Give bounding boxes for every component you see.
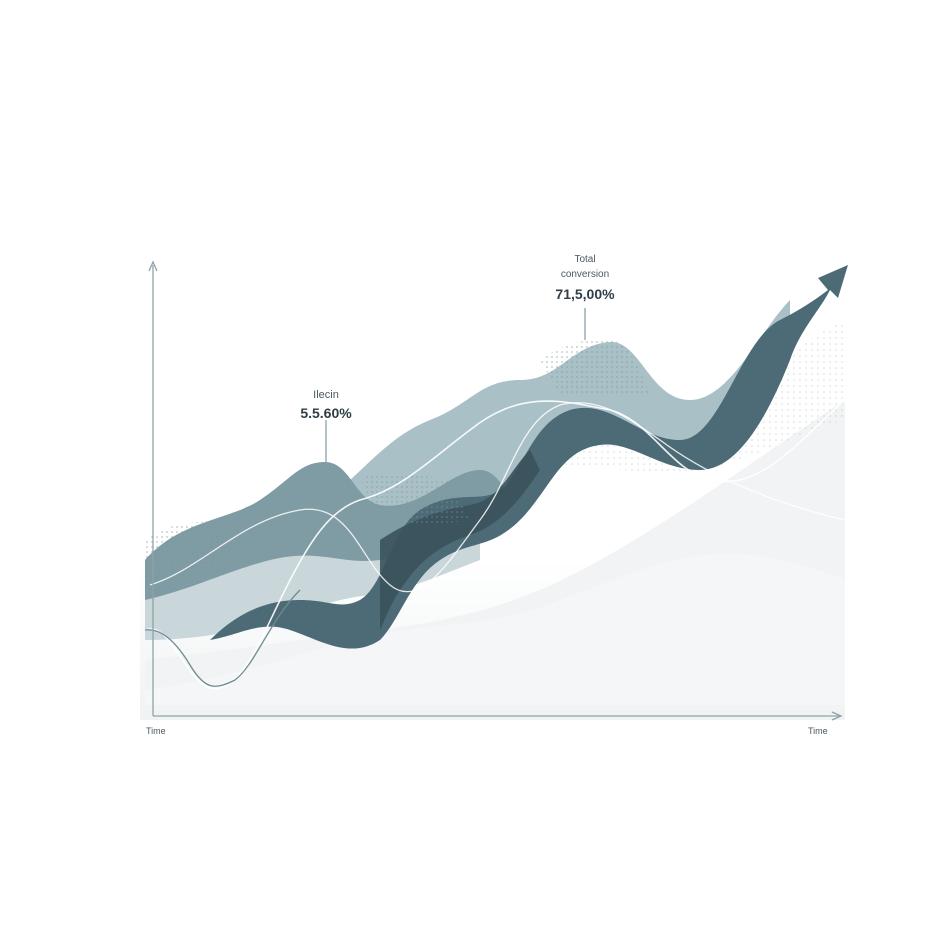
texture-dots-center — [360, 473, 470, 524]
x-axis-label-right: Time — [808, 726, 828, 736]
x-axis-label-left: Time — [146, 726, 166, 736]
curve-line-2 — [149, 402, 846, 593]
annotation-right-label-2: conversion — [561, 269, 609, 280]
y-axis-arrow — [148, 260, 158, 272]
annotation-right-value: 71,5,00% — [555, 286, 615, 302]
x-axis-arrow — [831, 711, 843, 721]
curve-line-3 — [144, 589, 301, 687]
annotation-left-label: Ilecin — [313, 389, 339, 401]
series-pale-back — [145, 553, 845, 705]
series-darker-band — [380, 450, 540, 630]
texture-dots-top — [540, 339, 650, 395]
annotation-left-value: 5.5.60% — [300, 405, 352, 421]
texture-dots-left — [145, 521, 230, 585]
annotation-right-label-1: Total — [574, 254, 595, 265]
curve-line-1 — [144, 399, 846, 690]
